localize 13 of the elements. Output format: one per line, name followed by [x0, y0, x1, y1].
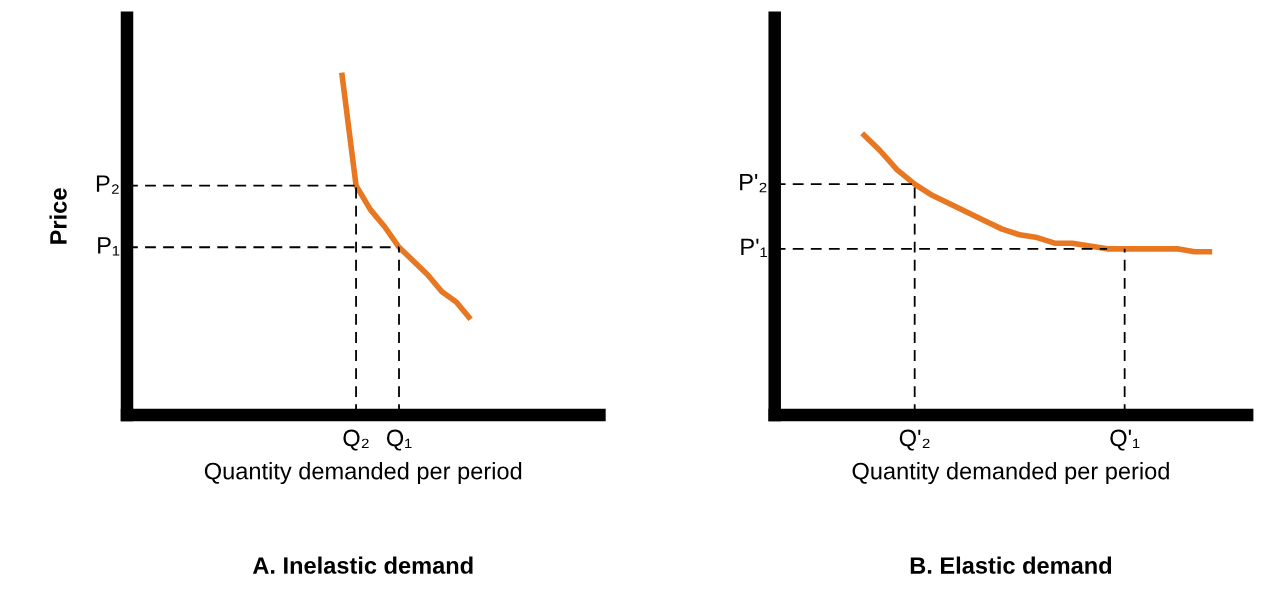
text: B. Elastic demand: [910, 556, 1112, 574]
ref-line-label: P₁: [98, 237, 120, 256]
x-tick-label: Q'₂: [899, 429, 930, 451]
x-tick-label: Q₁: [386, 429, 412, 451]
x-tick-label: Q'₁: [1110, 429, 1140, 451]
text: A. Inelastic demand: [252, 556, 473, 574]
ref-line-label: P'₂: [740, 173, 767, 193]
ref-line-label: P'₁: [741, 238, 767, 257]
x-axis-title: Quantity demanded per period: [204, 462, 522, 485]
ref-line-label: P₂: [96, 175, 119, 194]
x-tick-label: Q₂: [343, 429, 369, 451]
y-axis-title: Price: [49, 188, 67, 244]
x-axis-title: Quantity demanded per period: [852, 462, 1169, 485]
